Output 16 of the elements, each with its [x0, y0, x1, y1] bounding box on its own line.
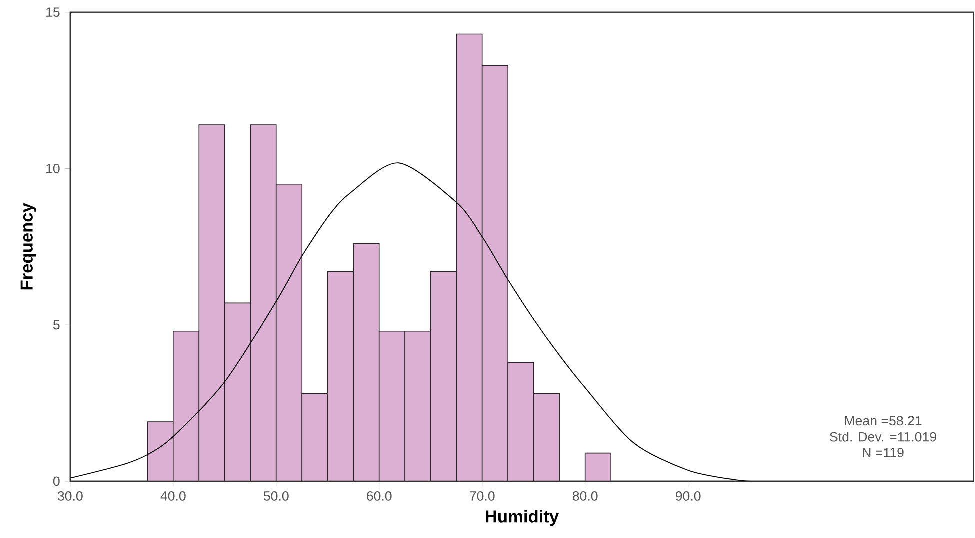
y-axis-title: Frequency: [20, 203, 36, 290]
x-tick-label: 80.0: [572, 492, 598, 501]
y-tick-label: 5: [53, 320, 60, 330]
x-tick-label: 50.0: [264, 492, 289, 501]
annotation: Mean =58.21: [845, 416, 922, 426]
y-tick-label: 10: [46, 164, 60, 174]
y-tick-label: 15: [46, 8, 60, 18]
x-tick-label: 40.0: [160, 492, 186, 501]
x-tick-label: 90.0: [676, 492, 701, 501]
x-axis-title: Humidity: [486, 510, 559, 526]
y-tick-label: 0: [53, 476, 60, 486]
x-tick-label: 60.0: [367, 492, 392, 501]
x-tick-label: 70.0: [470, 492, 495, 501]
annotation: Std. Dev. =11.019: [830, 432, 936, 442]
annotation: N =119: [863, 448, 904, 458]
x-tick-label: 30.0: [58, 492, 83, 501]
